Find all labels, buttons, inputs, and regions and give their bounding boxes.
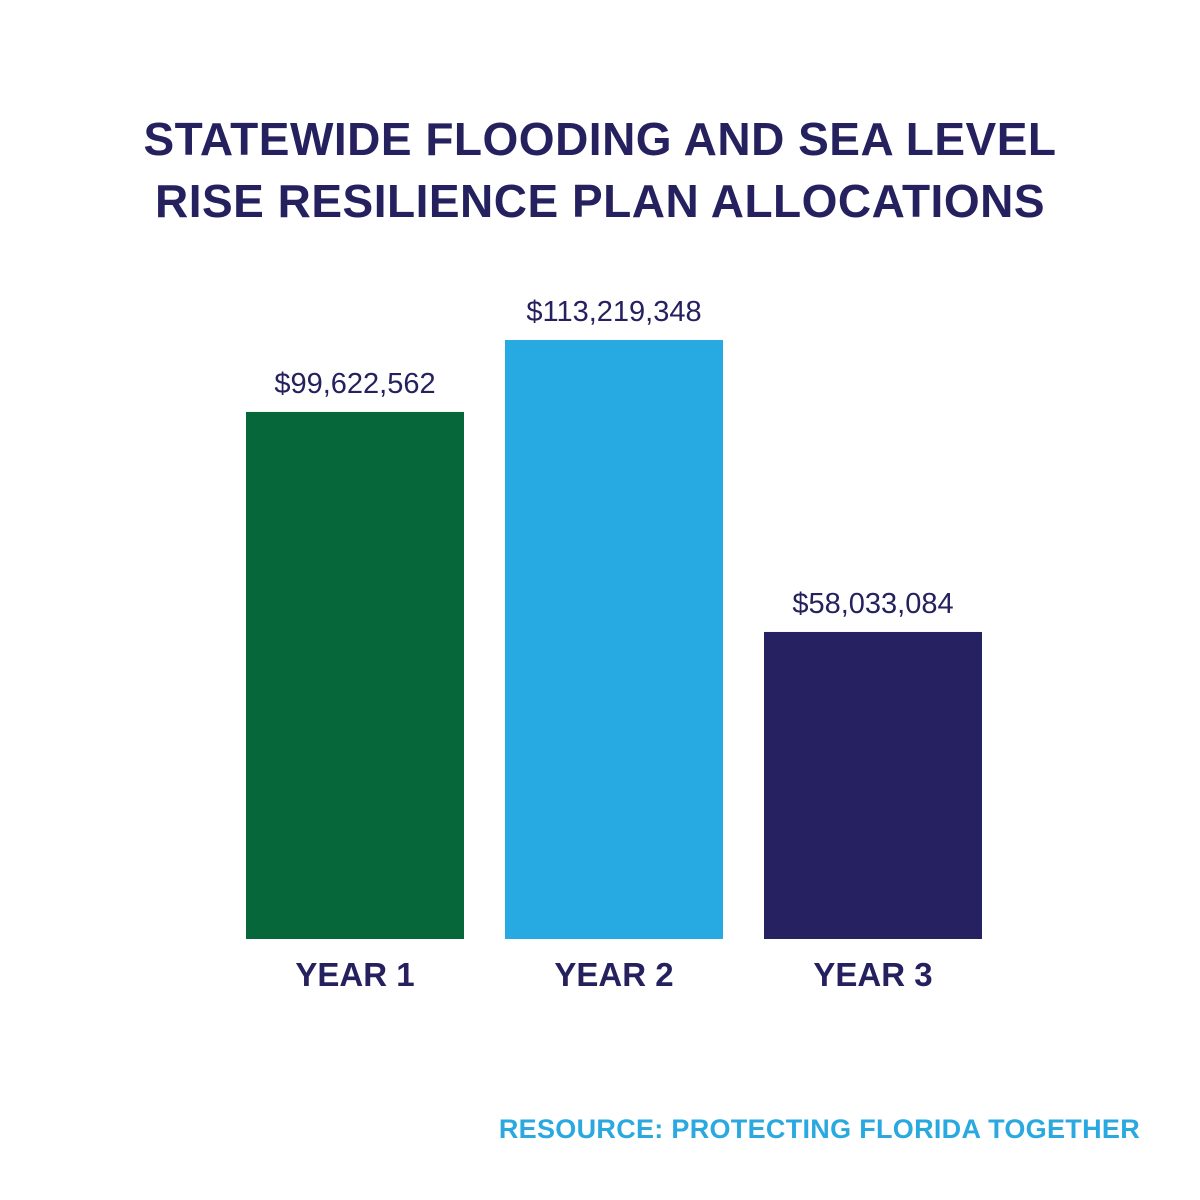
bar-value-label-3: $58,033,084 xyxy=(792,588,953,620)
chart-title-line-1: STATEWIDE FLOODING AND SEA LEVEL xyxy=(143,113,1057,165)
bar-3 xyxy=(764,631,982,939)
source-credit: RESOURCE: PROTECTING FLORIDA TOGETHER xyxy=(498,1114,1140,1144)
category-label-1: YEAR 1 xyxy=(295,956,414,993)
category-label-2: YEAR 2 xyxy=(554,956,673,993)
category-label-3: YEAR 3 xyxy=(813,956,932,993)
bar-value-label-1: $99,622,562 xyxy=(274,368,435,400)
bar-1 xyxy=(246,411,464,939)
bar-value-label-2: $113,219,348 xyxy=(526,296,701,328)
chart-title: STATEWIDE FLOODING AND SEA LEVEL RISE RE… xyxy=(0,108,1200,232)
bar-2 xyxy=(505,340,723,939)
chart-title-line-2: RISE RESILIENCE PLAN ALLOCATIONS xyxy=(154,175,1046,227)
